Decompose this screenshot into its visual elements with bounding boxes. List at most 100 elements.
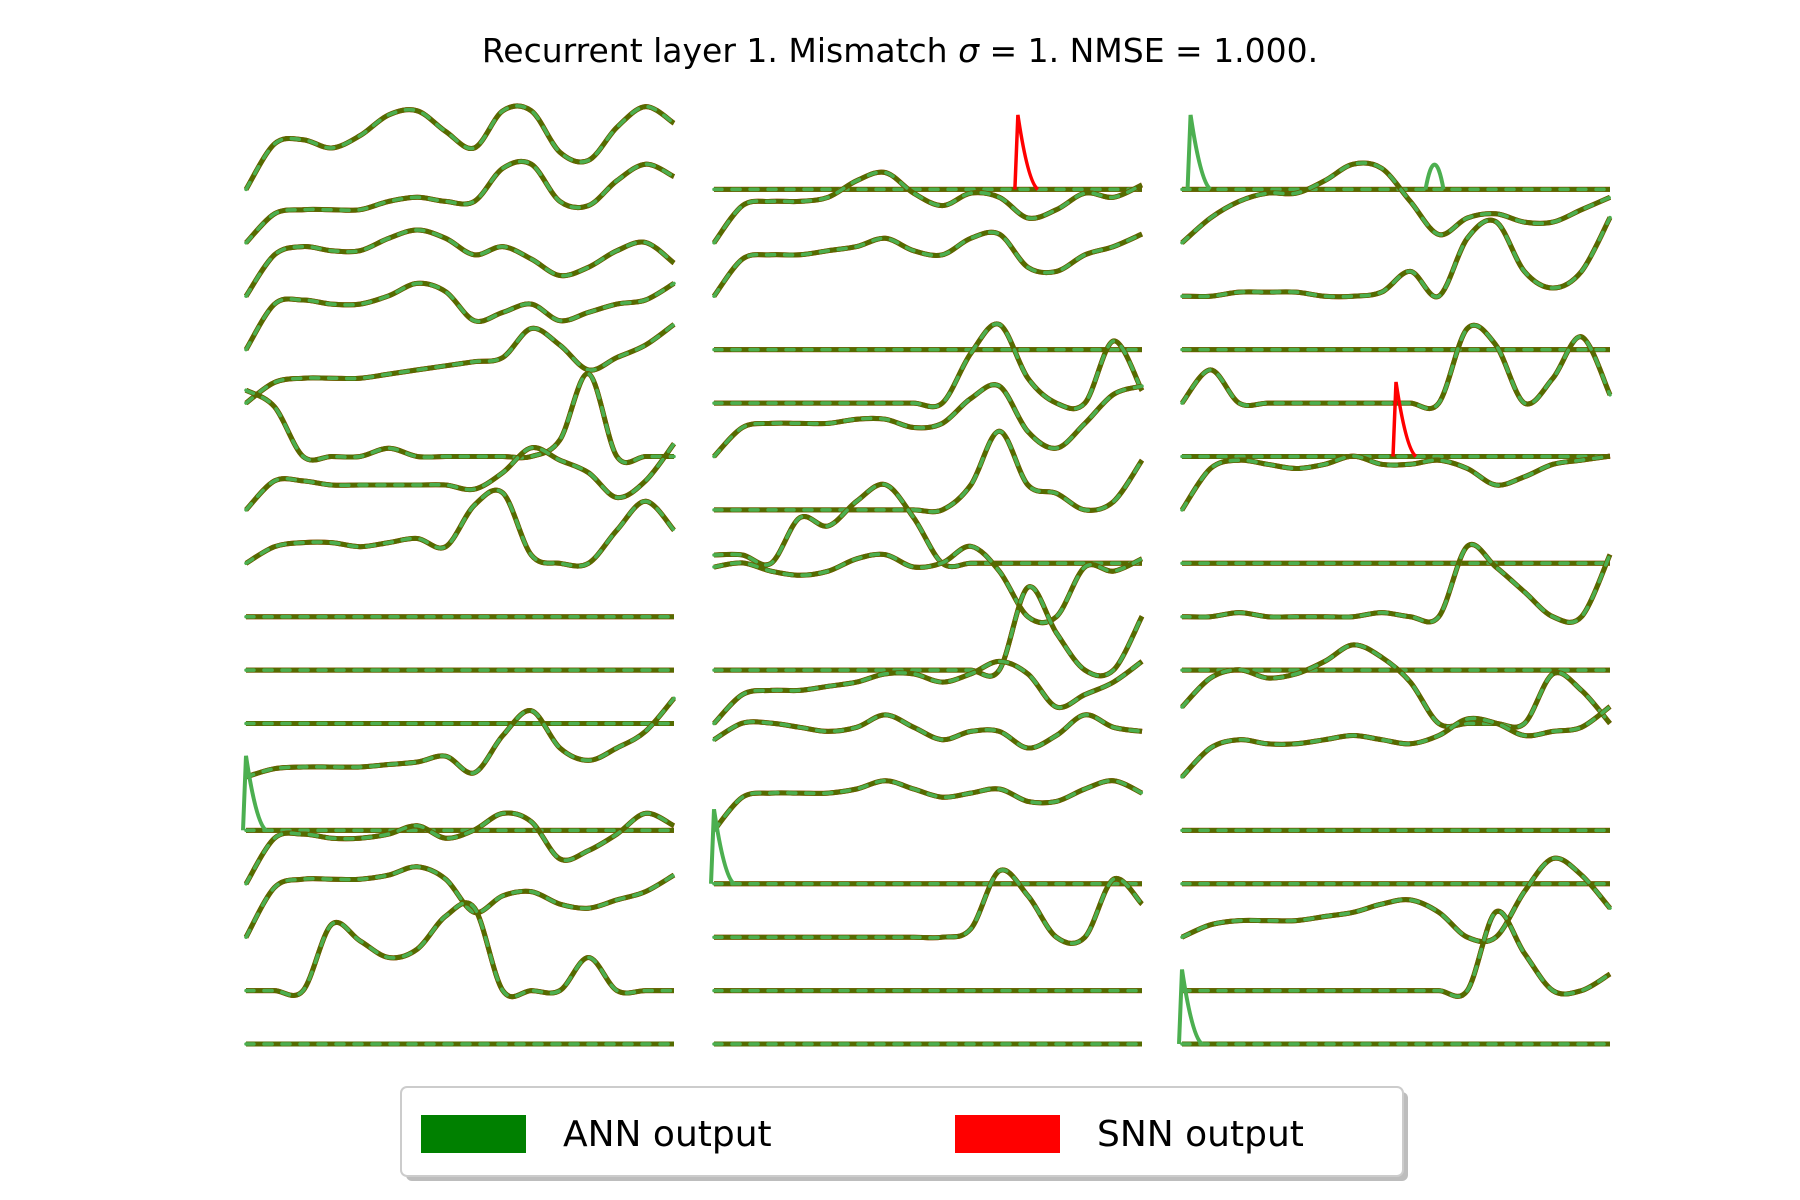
trace-1-7 [244,441,676,512]
trace-2-14 [709,808,1144,887]
trace-1-16 [244,900,676,1000]
trace-1-5 [244,322,676,406]
ann-line [712,778,1144,833]
ann-line [1180,454,1612,512]
ann-line [244,372,676,465]
trace-2-7 [712,428,1145,515]
trace-1-14 [243,810,676,886]
legend-label-snn: SNN output [1097,1114,1304,1155]
trace-3-15 [1180,855,1612,945]
trace-3-3 [1180,215,1613,300]
trace-3-7 [1179,453,1612,512]
ann-line [1180,323,1612,411]
trace-3-16 [1180,908,1612,999]
ann-line [712,713,1144,750]
plot-area [241,103,1613,1047]
ann-line [1180,542,1612,625]
ann-line [244,901,676,999]
ann-line [712,230,1144,298]
trace-2-9 [712,543,1144,626]
legend-label-ann: ANN output [563,1114,772,1155]
overlap-line [712,778,1144,833]
ann-line [244,104,676,192]
overlap-line [714,428,1145,515]
panel-2 [709,114,1145,1047]
ann-line [1180,909,1612,999]
trace-2-2 [711,169,1144,245]
overlap-line [714,321,1145,412]
trace-2-3 [711,229,1144,298]
snn-line [714,428,1145,515]
ann-line [712,429,1144,514]
trace-1-15 [243,864,676,939]
trace-2-6 [712,382,1144,459]
snn-line [711,229,1144,298]
overlap-line [243,103,676,191]
ann-line [244,865,676,939]
snn-line [714,867,1144,946]
ann-line [244,281,676,352]
ann-line [1180,161,1612,245]
ann-line [712,544,1144,625]
spike-mark [709,808,736,886]
trace-3-2 [1180,160,1612,245]
trace-1-4 [243,280,676,352]
ann-line [244,488,676,568]
overlap-line [246,900,674,1000]
trace-3-9 [1180,542,1613,625]
legend-swatch-snn [955,1115,1060,1153]
trace-1-6 [244,371,676,466]
trace-1-3 [243,227,676,298]
trace-1-12 [244,696,676,780]
overlap-line [1181,542,1613,625]
trace-2-12 [712,712,1144,751]
overlap-line [244,442,676,512]
trace-2-8 [712,481,1144,570]
trace-2-15 [712,867,1144,946]
snn-line [1180,160,1612,245]
overlap-line [712,712,1143,751]
trace-1-13 [241,755,676,833]
snn-line [712,778,1144,833]
trace-2-5 [712,321,1145,412]
panel-3 [1177,114,1613,1047]
overlap-line [243,227,676,298]
snn-line [244,442,676,512]
ann-line [712,322,1144,411]
spike-mark [241,755,268,832]
spike-mark [1185,114,1213,192]
trace-2-1 [712,114,1144,192]
overlap-line [1180,704,1612,779]
overlap-line [244,487,676,569]
trace-2-11 [712,658,1144,726]
chart-title: Recurrent layer 1. Mismatch σ = 1. NMSE … [482,31,1318,70]
trace-2-10 [712,584,1145,679]
ann-line [1180,704,1612,779]
ann-line [712,585,1144,678]
overlap-line [714,867,1144,946]
trace-1-8 [244,487,676,569]
overlap-line [1180,160,1612,245]
trace-3-5 [1179,322,1613,412]
snn-line [243,280,676,351]
ann-line [1180,215,1612,299]
ann-line [712,659,1144,726]
overlap-line [711,229,1144,298]
snn-line [244,371,674,466]
trace-3-11 [1180,642,1612,730]
overlap-line [1181,216,1613,300]
ann-line [1180,643,1612,729]
trace-1-1 [243,103,676,192]
ann-line [1180,856,1612,944]
snn-line [711,169,1144,245]
overlap-line [244,158,676,245]
panel-1 [241,103,676,1047]
snn-line [243,103,676,191]
snn-line [714,321,1145,412]
legend: ANN output SNN output [400,1086,1408,1181]
ann-line [712,482,1144,569]
trace-1-2 [244,158,676,245]
legend-swatch-ann [421,1115,526,1153]
overlap-line [1180,642,1612,730]
